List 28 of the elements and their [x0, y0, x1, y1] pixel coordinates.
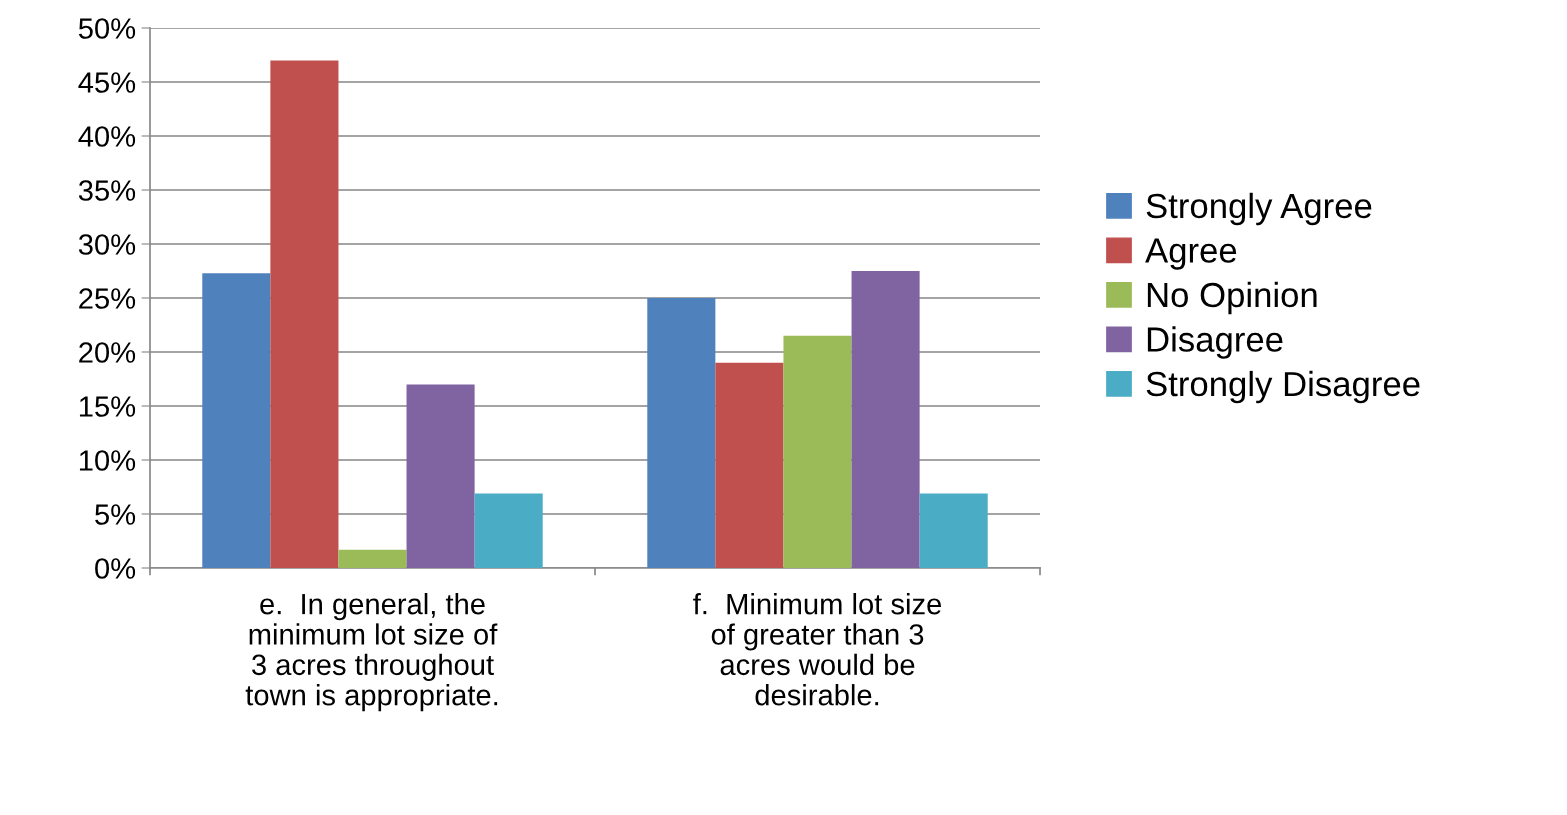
y-tick-label: 15%	[79, 396, 136, 417]
y-tick-label: 20%	[79, 342, 136, 363]
y-tick-label: 0%	[95, 558, 136, 579]
bar	[851, 271, 920, 568]
bar	[783, 335, 852, 568]
legend-label: Agree	[1145, 238, 1237, 270]
y-tick-label: 45%	[78, 72, 136, 93]
bar	[338, 549, 407, 568]
y-tick-label: 10%	[79, 450, 136, 471]
y-tick-label: 40%	[78, 126, 136, 147]
bar	[715, 362, 784, 568]
legend-label: No Opinion	[1147, 281, 1317, 315]
legend-label: Disagree	[1147, 326, 1283, 359]
y-tick-label: 50%	[78, 18, 136, 39]
y-tick-label: 30%	[78, 234, 136, 255]
bar	[647, 298, 716, 568]
x-tick-label: f. Minimum lot size of greater than 3 acres would be desirable.	[693, 593, 941, 706]
legend-label: Strongly Disagree	[1146, 370, 1420, 404]
legend-label: Strongly Agree	[1146, 192, 1372, 226]
bar	[202, 273, 271, 568]
x-tick-label: e. In general, the minimum lot size of 3 acres throughout town is appropriate.	[245, 593, 498, 712]
y-tick-label: 25%	[79, 288, 136, 309]
y-tick-label: 35%	[78, 180, 136, 201]
bar	[474, 493, 543, 568]
bar	[919, 493, 988, 568]
bar	[270, 60, 339, 568]
y-tick-label: 5%	[95, 504, 136, 525]
bar	[406, 384, 475, 568]
